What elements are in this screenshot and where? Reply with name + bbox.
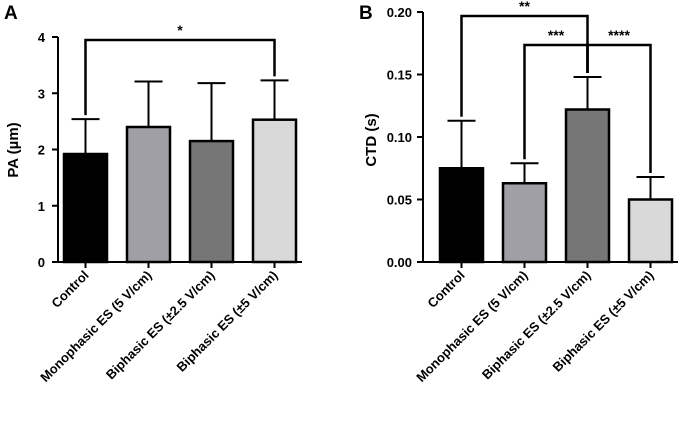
category-label: Biphasic ES (±2.5 V/cm) (103, 268, 218, 383)
category-label: Control (48, 268, 91, 311)
y-tick-label: 0.05 (387, 193, 412, 208)
panel-label: B (359, 3, 373, 24)
y-axis-title: PA (µm) (5, 122, 22, 177)
significance-label: **** (608, 27, 630, 43)
y-tick-label: 0.10 (387, 130, 412, 145)
y-tick-label: 0.20 (387, 5, 412, 20)
panel-label: A (4, 3, 18, 24)
bar (251, 118, 298, 264)
category-label: Control (424, 268, 467, 311)
y-tick-label: 2 (38, 143, 45, 158)
bar (62, 152, 109, 264)
bar (564, 108, 611, 264)
y-tick-label: 4 (38, 30, 46, 45)
y-tick-label: 1 (38, 199, 45, 214)
y-tick-label: 0 (38, 255, 45, 270)
y-tick-label: 0.00 (387, 255, 412, 270)
bar (125, 125, 172, 264)
bar (501, 182, 548, 264)
y-tick-label: 0.15 (387, 68, 412, 83)
significance-label: ** (519, 0, 530, 14)
y-axis-title: CTD (s) (363, 113, 380, 166)
significance-label: * (177, 22, 183, 38)
category-label: Monophasic ES (5 V/cm) (37, 268, 154, 385)
bar (438, 167, 485, 264)
panel-b: B 0.00 0.05 0.10 0.15 0.20 CTD (s) ControlMonop… (359, 0, 678, 385)
bar (188, 139, 235, 264)
category-label: Monophasic ES (5 V/cm) (413, 268, 530, 385)
bar (627, 198, 674, 264)
y-tick-label: 3 (38, 86, 45, 101)
significance-bracket (586, 43, 652, 173)
category-label: Biphasic ES (±2.5 V/cm) (479, 268, 594, 383)
significance-label: *** (548, 27, 565, 43)
significance-bracket (84, 38, 276, 116)
